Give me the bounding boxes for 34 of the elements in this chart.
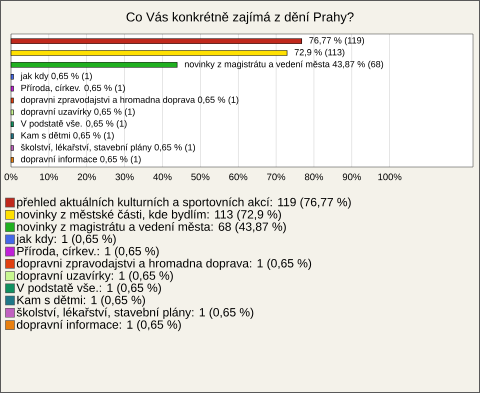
x-tick-label: 20% (78, 174, 96, 180)
x-tick-label: 90% (342, 174, 361, 180)
data-label: Kam s dětmi 0,65 % (1) (21, 132, 114, 140)
legend-label: novinky z magistrátu a vedení města: 68 (43,87 %) (17, 222, 286, 234)
legend-label: jak kdy: 1 (0,65 %) (16, 234, 116, 246)
x-tick-label: 60% (229, 174, 248, 180)
legend-label: V podstatě vše.: 1 (0,65 %) (16, 283, 161, 294)
data-label: dopravní uzavírky 0,65 % (1) (21, 108, 135, 117)
data-label: 72,9 % (113) (294, 48, 344, 58)
legend-label: dopravni zpravodajstvi a hromadna doprava: 1 (0,65 %) (16, 258, 312, 270)
legend-label: novinky z městské části, kde bydlím: 113 (72,9 %) (17, 210, 281, 221)
x-tick-label: 40% (153, 174, 172, 180)
legend-label: Kam s dětmi: 1 (0,65 %) (17, 295, 145, 307)
x-tick-label: 100% (378, 174, 402, 180)
x-tick-label: 50% (191, 174, 210, 180)
data-label: dopravní informace 0,65 % (1) (21, 156, 141, 164)
legend-label: Příroda, církev.: 1 (0,65 %) (17, 246, 159, 258)
chart-title: Co Vás konkrétně zajímá z dění Prahy? (126, 12, 354, 24)
x-tick-label: 0% (4, 174, 18, 180)
legend-label: dopravní uzavírky: 1 (0,65 %) (16, 270, 173, 282)
legend-label: dopravní informace: 1 (0,65 %) (16, 320, 181, 332)
data-label: školství, lékařství, stavební plány 0,65 % (1) (20, 144, 196, 152)
data-label: dopravni zpravodajstvi a hromadna doprava 0,65 % (1) (21, 96, 238, 105)
data-label: novinky z magistrátu a vedení města 43,87 % (68) (184, 60, 384, 70)
x-tick-label: 10% (40, 174, 58, 180)
data-label: Příroda, církev. 0,65 % (1) (21, 84, 125, 93)
x-tick-label: 70% (267, 174, 286, 180)
x-tick-label: 30% (116, 174, 134, 180)
legend-label: přehled aktuálních kulturních a sportovních akcí: 119 (76,77 %) (17, 197, 351, 209)
data-label: 76,77 % (119) (309, 36, 364, 46)
data-label: jak kdy 0,65 % (1) (20, 72, 92, 81)
legend-label: školství, lékařství, stavební plány: 1 (0,65 %) (16, 308, 254, 319)
data-label: V podstatě vše. 0,65 % (1) (20, 120, 127, 128)
x-tick-label: 80% (304, 174, 324, 180)
